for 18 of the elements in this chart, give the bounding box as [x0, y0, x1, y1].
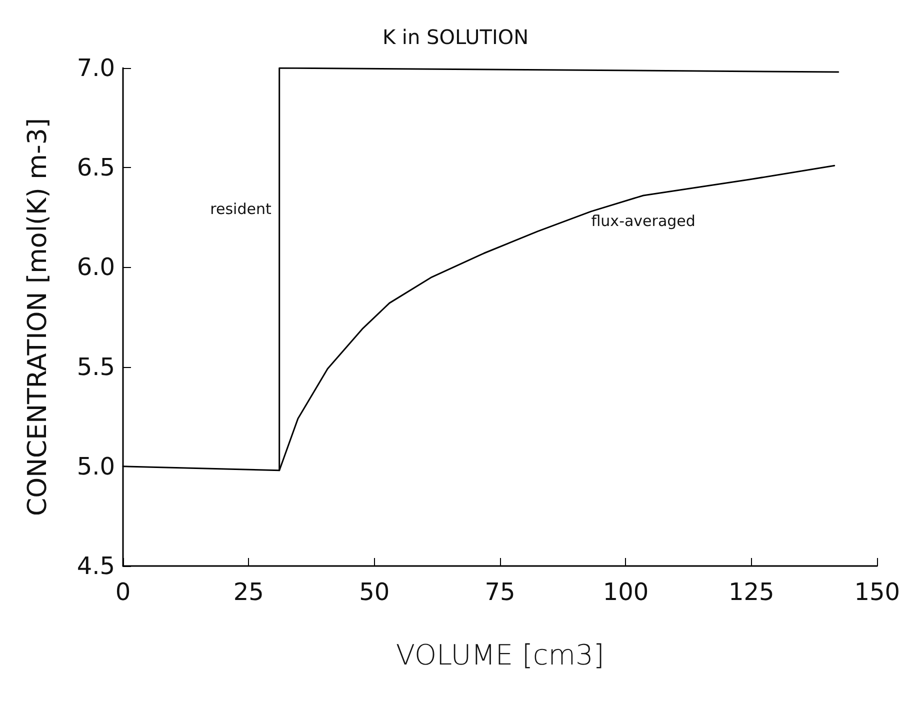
- y-axis-title: CONCENTRATION [mol(K) m-3]: [23, 118, 53, 516]
- y-tick-label: 7.0: [76, 54, 115, 82]
- x-tick-label: 100: [602, 578, 649, 606]
- x-tick-label: 25: [233, 578, 264, 606]
- x-axis-title: VOLUME [cm3]: [396, 638, 604, 672]
- x-tick-label: 125: [728, 578, 774, 606]
- series-label: flux-averaged: [591, 212, 696, 230]
- series-label: resident: [210, 200, 272, 218]
- y-tick-label: 5.0: [76, 452, 115, 480]
- y-tick-label: 5.5: [76, 352, 115, 381]
- y-tick-label: 6.0: [76, 253, 115, 282]
- y-tick-label: 6.5: [76, 154, 115, 182]
- x-tick-label: 50: [359, 578, 390, 606]
- x-tick-label: 0: [115, 578, 131, 606]
- chart-title: K in SOLUTION: [382, 25, 529, 49]
- x-tick-label: 150: [854, 578, 900, 606]
- x-tick-label: 75: [484, 578, 516, 606]
- y-tick-label: 4.5: [76, 552, 115, 580]
